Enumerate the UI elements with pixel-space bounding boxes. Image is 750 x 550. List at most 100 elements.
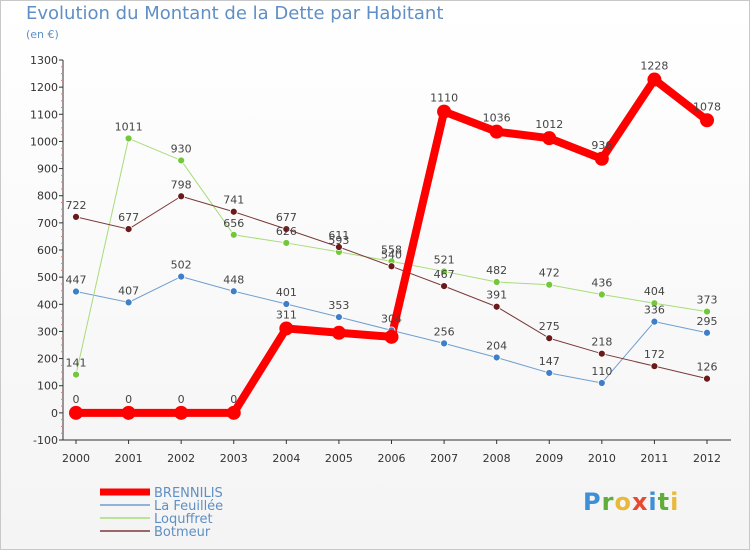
data-point — [387, 262, 396, 271]
series-line-botmeur — [75, 195, 708, 380]
data-label: 540 — [381, 248, 402, 261]
data-label: 593 — [328, 234, 349, 247]
data-label: 677 — [118, 211, 139, 224]
y-tick-label: 1000 — [30, 135, 58, 148]
series-markers — [69, 72, 714, 420]
data-labels: 0 0 0 0 311 1110 1036 1012 936 1228 1078 447 407 502 4… — [66, 60, 722, 406]
data-point — [282, 239, 291, 247]
data-label: 295 — [697, 315, 718, 328]
data-point — [384, 329, 399, 344]
x-tick-label: 2006 — [378, 452, 406, 465]
data-label: 1011 — [115, 120, 143, 133]
data-point — [492, 278, 501, 286]
data-label: 407 — [118, 284, 139, 297]
data-point — [545, 334, 554, 343]
data-label: 391 — [486, 289, 507, 302]
data-label: 502 — [171, 259, 192, 272]
x-tick-label: 2012 — [693, 452, 721, 465]
data-label: 373 — [697, 294, 718, 307]
data-point — [177, 272, 186, 281]
data-point — [229, 230, 238, 239]
data-point — [594, 151, 609, 166]
chart-title: Evolution du Montant de la Dette par Hab… — [26, 3, 444, 24]
data-point — [647, 72, 662, 87]
data-label: 1228 — [640, 60, 668, 73]
data-point — [124, 134, 133, 143]
data-label: 930 — [171, 142, 192, 155]
data-point — [279, 321, 294, 336]
data-point — [542, 131, 557, 146]
data-label: 936 — [591, 139, 612, 152]
x-tick-label: 2003 — [220, 452, 248, 465]
data-label: 626 — [276, 225, 297, 238]
x-tick-label: 2000 — [62, 452, 90, 465]
data-label: 1012 — [535, 118, 563, 131]
logo-letter: t — [657, 488, 671, 516]
data-point — [440, 282, 448, 291]
data-point — [174, 405, 189, 420]
data-point — [703, 374, 711, 383]
data-point — [703, 307, 711, 316]
data-label: 401 — [276, 286, 297, 299]
data-label: 0 — [125, 393, 132, 406]
logo-letter: i — [648, 488, 658, 516]
y-tick-label: 200 — [37, 353, 58, 366]
data-label: 656 — [223, 217, 244, 230]
data-label: 304 — [381, 312, 402, 325]
y-tick-label: -100 — [33, 434, 58, 447]
data-point — [545, 369, 554, 377]
x-tick-label: 2005 — [325, 452, 353, 465]
data-label: 467 — [434, 268, 455, 281]
y-tick-label: 500 — [37, 271, 58, 284]
x-tick-label: 2004 — [272, 452, 300, 465]
data-label: 126 — [697, 361, 718, 374]
data-label: 336 — [644, 304, 665, 317]
logo-letter: i — [670, 488, 680, 516]
data-label: 611 — [328, 229, 349, 242]
x-tick-label: 2008 — [483, 452, 511, 465]
logo-letter: P — [583, 488, 602, 516]
y-tick-label: 800 — [37, 190, 58, 203]
data-label: 741 — [223, 194, 244, 207]
data-point — [650, 362, 659, 371]
data-point — [335, 243, 343, 251]
data-point — [492, 302, 501, 311]
logo-letter: r — [601, 488, 615, 516]
data-label: 472 — [539, 267, 560, 280]
data-point — [177, 156, 186, 165]
data-label: 404 — [644, 285, 665, 298]
logo-letter: o — [614, 488, 632, 516]
x-tick-label: 2002 — [167, 452, 195, 465]
data-point — [489, 124, 504, 139]
chart-unit-label: (en €) — [26, 28, 59, 41]
y-tick-label: 1200 — [30, 81, 58, 94]
data-label: 436 — [591, 277, 612, 290]
data-point — [229, 207, 238, 216]
data-point — [597, 379, 606, 387]
data-point — [700, 113, 714, 128]
proxiti-logo: Proxiti — [583, 488, 679, 516]
data-label: 482 — [486, 264, 507, 277]
data-label: 722 — [66, 199, 87, 212]
data-point — [597, 349, 606, 358]
data-point — [177, 192, 186, 201]
data-point — [226, 405, 241, 420]
data-label: 1036 — [483, 112, 511, 125]
data-label: 798 — [171, 178, 192, 191]
data-point — [440, 339, 448, 348]
data-point — [545, 280, 554, 289]
x-tick-label: 2010 — [588, 452, 616, 465]
y-tick-label: 600 — [37, 244, 58, 257]
data-label: 275 — [539, 320, 560, 333]
y-tick-label: 300 — [37, 325, 58, 338]
data-point — [440, 267, 448, 276]
data-label: 0 — [73, 393, 80, 406]
x-tick-label: 2001 — [115, 452, 143, 465]
data-point — [335, 313, 343, 321]
data-label: 521 — [434, 253, 455, 266]
data-point — [72, 370, 80, 379]
data-label: 256 — [434, 325, 455, 338]
y-tick-label: 400 — [37, 298, 58, 311]
